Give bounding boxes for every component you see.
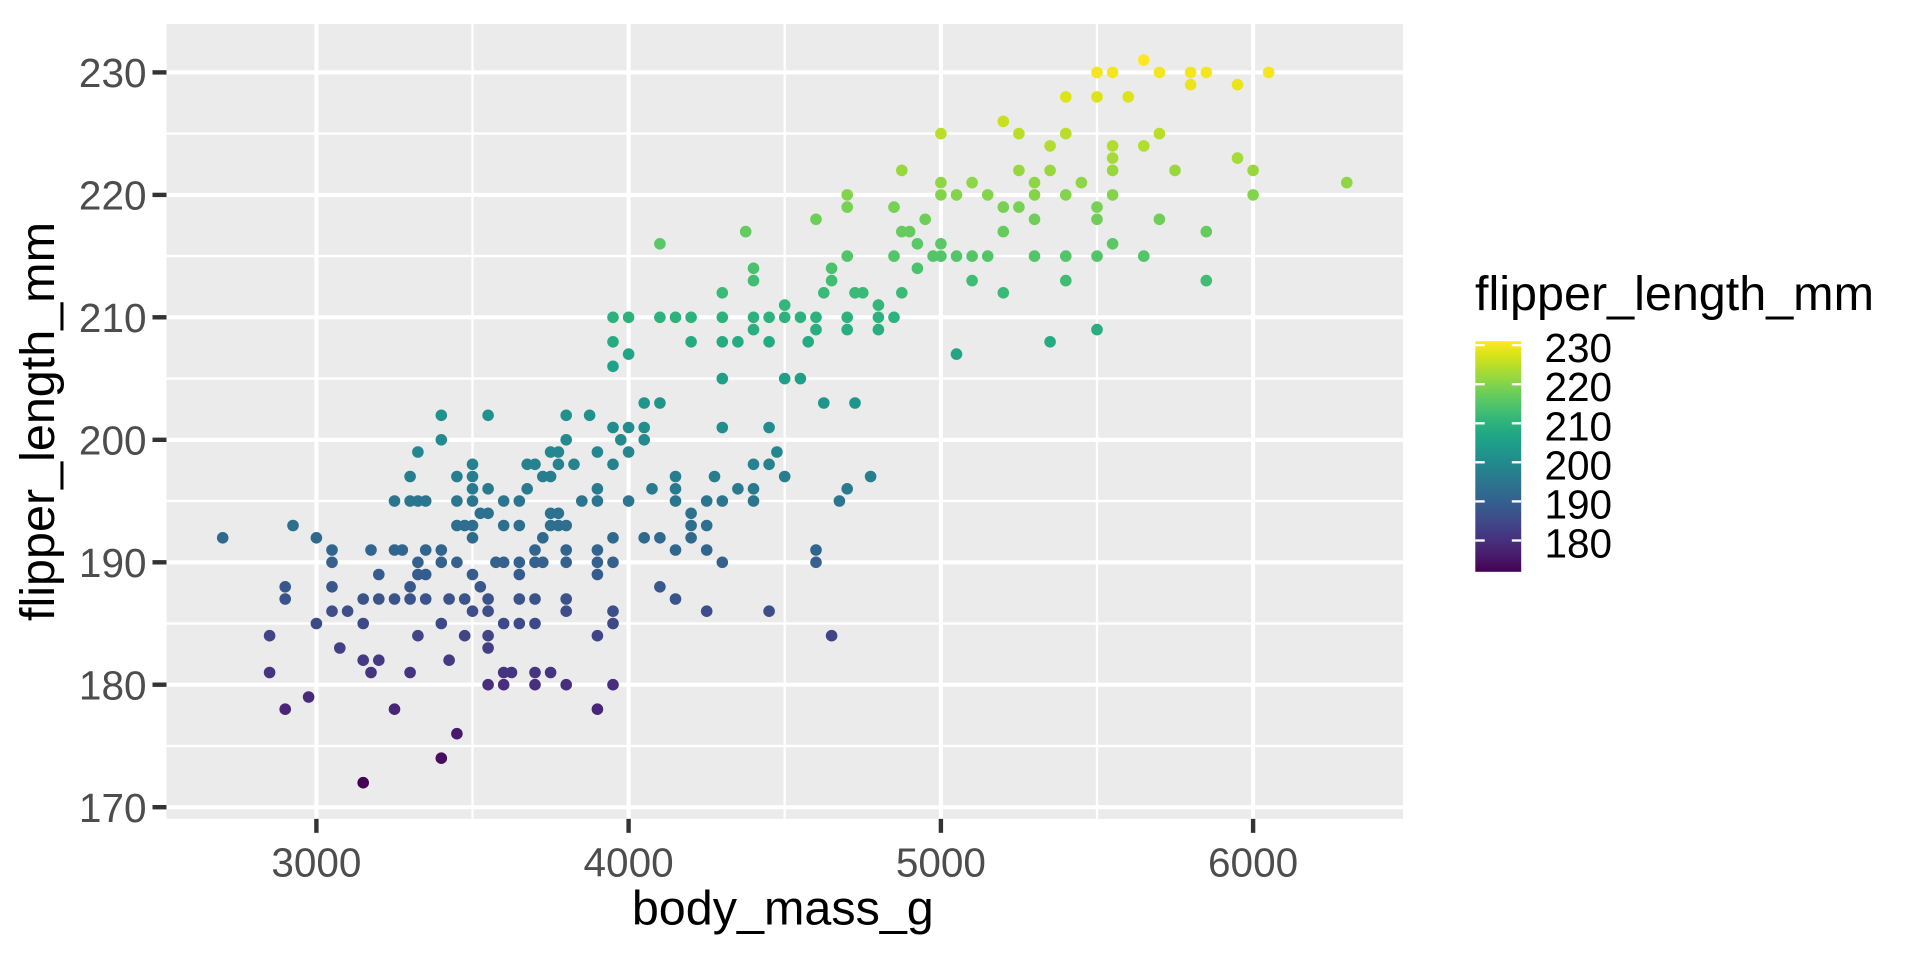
svg-text:6000: 6000 (1208, 840, 1298, 886)
svg-text:3000: 3000 (271, 840, 361, 886)
svg-text:body_mass_g: body_mass_g (632, 882, 934, 936)
svg-text:flipper_length_mm: flipper_length_mm (1475, 267, 1874, 321)
svg-text:190: 190 (1545, 481, 1613, 527)
svg-text:4000: 4000 (584, 840, 674, 886)
svg-text:flipper_length_mm: flipper_length_mm (11, 222, 65, 621)
svg-text:210: 210 (79, 295, 147, 341)
svg-text:200: 200 (1545, 442, 1613, 488)
svg-text:230: 230 (1545, 325, 1613, 371)
svg-text:200: 200 (79, 418, 147, 464)
svg-text:180: 180 (1545, 521, 1613, 567)
svg-text:220: 220 (79, 173, 147, 219)
svg-text:5000: 5000 (896, 840, 986, 886)
svg-text:210: 210 (1545, 403, 1613, 449)
svg-text:230: 230 (79, 50, 147, 96)
svg-text:170: 170 (79, 785, 147, 831)
svg-text:180: 180 (79, 662, 147, 708)
svg-text:190: 190 (79, 540, 147, 586)
svg-text:220: 220 (1545, 364, 1613, 410)
